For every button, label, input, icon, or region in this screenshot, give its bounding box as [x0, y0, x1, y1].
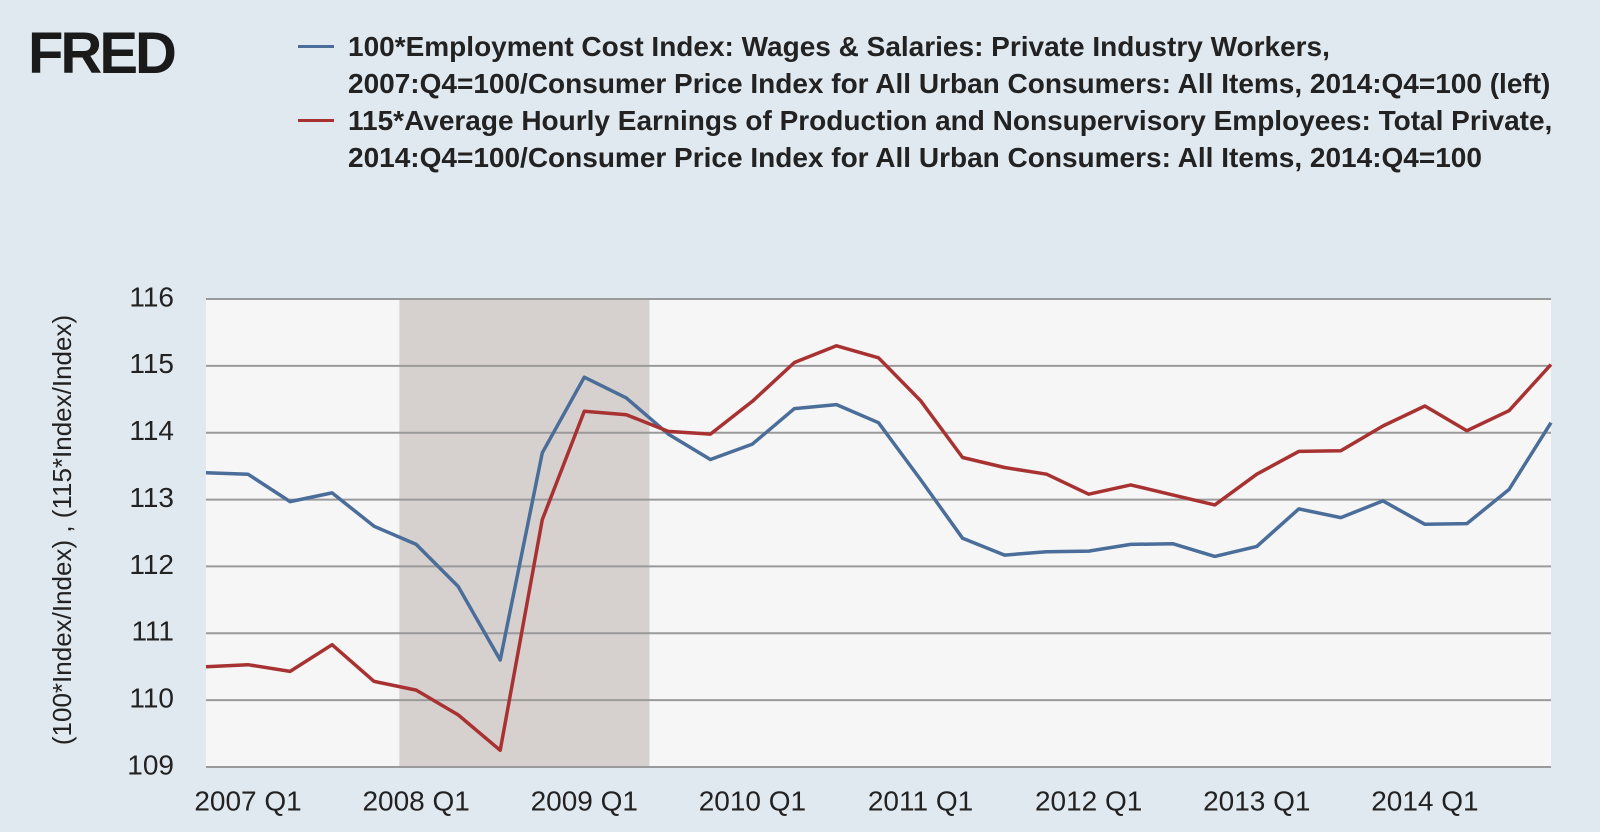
- y-tick-label: 109: [127, 749, 174, 780]
- legend-swatch: [298, 119, 334, 122]
- x-tick-label: 2009 Q1: [531, 785, 638, 816]
- series-line: [205, 344, 1553, 753]
- legend-entry: 100*Employment Cost Index: Wages & Salar…: [298, 28, 1598, 102]
- legend-label: 115*Average Hourly Earnings of Productio…: [348, 105, 1553, 173]
- x-tick-label: 2012 Q1: [1035, 785, 1142, 816]
- y-tick-label: 113: [129, 482, 174, 513]
- x-tick-label: 2007 Q1: [194, 785, 301, 816]
- y-tick-label: 114: [129, 415, 174, 446]
- x-tick-label: 2010 Q1: [699, 785, 806, 816]
- y-tick-label: 111: [131, 616, 174, 647]
- x-tick-label: 2008 Q1: [362, 785, 469, 816]
- y-tick-label: 115: [129, 348, 174, 379]
- logo: FRED: [28, 21, 177, 86]
- x-tick-label: 2011 Q1: [868, 785, 973, 816]
- legend-swatch: [298, 45, 334, 48]
- x-tick-label: 2013 Q1: [1203, 785, 1310, 816]
- y-tick-label: 112: [129, 549, 174, 580]
- legend-label: 100*Employment Cost Index: Wages & Salar…: [348, 31, 1551, 99]
- y-axis-label: (100*Index/Index) , (115*Index/Index): [47, 315, 77, 745]
- legend-entry: 115*Average Hourly Earnings of Productio…: [298, 102, 1598, 176]
- y-tick-label: 110: [129, 683, 174, 714]
- series-line: [205, 375, 1553, 662]
- legend: 100*Employment Cost Index: Wages & Salar…: [298, 28, 1598, 176]
- y-tick-label: 116: [129, 281, 174, 312]
- x-tick-label: 2014 Q1: [1371, 785, 1478, 816]
